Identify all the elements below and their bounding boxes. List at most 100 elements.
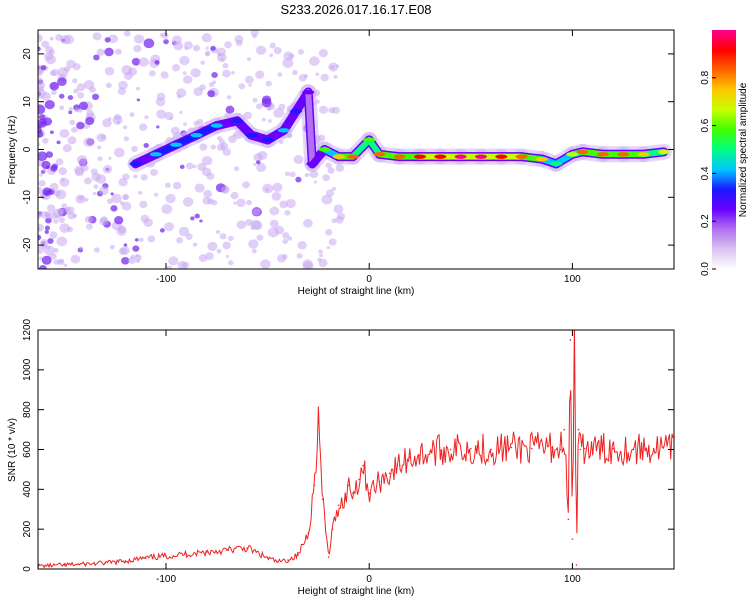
noise-blob xyxy=(72,63,81,71)
noise-blob xyxy=(114,216,124,225)
noise-blob xyxy=(246,199,252,206)
noise-blob xyxy=(163,39,169,45)
snr-data-point xyxy=(63,564,66,566)
noise-blob xyxy=(176,94,182,99)
snr-data-point xyxy=(490,448,492,451)
noise-blob xyxy=(104,37,111,43)
noise-blob xyxy=(133,174,138,179)
noise-blob xyxy=(58,93,65,99)
noise-blob xyxy=(231,70,235,75)
noise-blob xyxy=(150,168,158,176)
colorbar-tick-label: 0.0 xyxy=(700,262,711,276)
colorbar-ticks: 0.0 0.2 0.4 0.6 0.8 xyxy=(700,70,716,276)
noise-blob xyxy=(73,88,79,94)
ridge-point xyxy=(495,154,508,159)
noise-blob xyxy=(49,130,54,135)
noise-blob xyxy=(333,204,344,214)
noise-blob xyxy=(116,120,121,124)
noise-blob xyxy=(104,47,114,57)
noise-blob xyxy=(181,261,190,269)
noise-blob xyxy=(138,57,149,67)
noise-blob xyxy=(123,243,128,247)
noise-blob xyxy=(262,183,274,194)
noise-blob xyxy=(76,155,88,165)
noise-blob xyxy=(110,205,118,212)
snr-data-point xyxy=(226,549,228,551)
snr-y-tick-label: 1000 xyxy=(22,358,33,381)
noise-blob xyxy=(236,198,246,208)
noise-blob xyxy=(182,197,194,207)
noise-blob xyxy=(327,167,335,174)
noise-blob xyxy=(102,118,112,128)
noise-blob xyxy=(318,48,328,58)
colorbar-tick-label: 0.8 xyxy=(700,70,711,84)
ridge-core-segment xyxy=(280,108,300,134)
noise-blob xyxy=(38,246,44,254)
noise-blob xyxy=(50,165,58,172)
noise-blob xyxy=(47,238,54,244)
noise-blob xyxy=(172,181,182,190)
snr-data-point xyxy=(470,447,472,450)
noise-blob xyxy=(205,46,209,50)
snr-data-point xyxy=(583,447,586,450)
snr-data-point xyxy=(575,564,578,566)
noise-blob xyxy=(61,203,68,209)
noise-blob xyxy=(242,181,251,189)
noise-blob xyxy=(86,223,93,230)
noise-blob xyxy=(160,71,169,79)
snr-data-point xyxy=(317,416,320,419)
noise-blob xyxy=(147,235,156,243)
noise-blob xyxy=(127,67,138,76)
noise-blob xyxy=(135,86,141,91)
noise-blob xyxy=(171,63,181,72)
noise-blob xyxy=(140,174,148,181)
noise-blob xyxy=(86,109,95,118)
snr-y-tick-label: 600 xyxy=(22,441,33,458)
noise-blob xyxy=(38,227,41,231)
noise-blob xyxy=(256,234,264,241)
spectrogram-x-tick-label: 100 xyxy=(564,274,581,285)
ridge-point xyxy=(373,152,386,157)
snr-data-point xyxy=(205,551,208,553)
noise-blob xyxy=(193,120,200,126)
noise-blob xyxy=(123,136,130,142)
snr-data-point xyxy=(439,449,442,452)
noise-blob xyxy=(255,103,263,110)
snr-x-tick-label: 100 xyxy=(564,574,581,585)
noise-blob xyxy=(204,50,211,56)
noise-blob xyxy=(179,55,190,66)
noise-blob xyxy=(67,95,74,101)
noise-blob xyxy=(68,106,73,111)
noise-blob xyxy=(93,247,100,253)
ridge-point xyxy=(454,154,467,159)
noise-blob xyxy=(44,99,55,110)
noise-blob xyxy=(41,40,50,48)
noise-blob xyxy=(297,241,307,250)
noise-blob xyxy=(42,137,49,144)
noise-blob xyxy=(76,121,85,130)
noise-blob xyxy=(41,255,52,265)
noise-blob xyxy=(269,42,276,49)
noise-blob xyxy=(85,116,95,126)
ridge-point xyxy=(129,161,142,167)
noise-blob xyxy=(41,91,51,101)
noise-blob xyxy=(63,263,68,267)
snr-data-point xyxy=(567,518,570,521)
snr-data-point xyxy=(276,561,279,563)
noise-blob xyxy=(325,162,332,169)
spectrogram-x-tick-label: 0 xyxy=(366,274,372,285)
noise-blob xyxy=(248,83,252,87)
noise-blob xyxy=(318,249,323,254)
noise-blob xyxy=(112,115,123,125)
noise-blob xyxy=(212,80,217,84)
noise-blob xyxy=(51,68,59,77)
noise-blob xyxy=(210,45,216,51)
noise-blob xyxy=(111,193,122,204)
noise-blob xyxy=(59,259,64,264)
snr-data-point xyxy=(632,448,635,451)
noise-blob xyxy=(96,145,102,150)
noise-blob xyxy=(315,72,320,76)
noise-blob xyxy=(284,171,290,177)
noise-blob xyxy=(84,197,89,202)
